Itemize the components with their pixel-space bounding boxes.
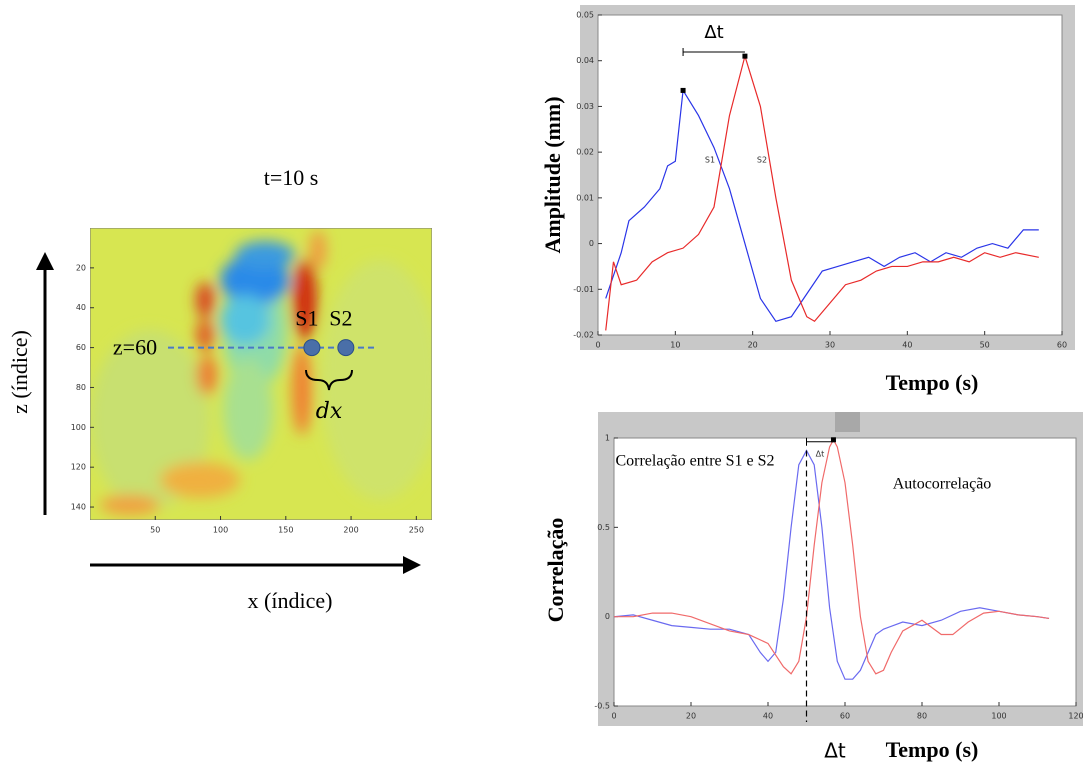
peak-marker: [742, 53, 748, 59]
x-tick-label: 250: [409, 526, 424, 535]
y-tick-label: 60: [76, 343, 86, 352]
chart-title: t=10 s: [264, 165, 319, 190]
y-tick-label: -0.5: [594, 702, 610, 711]
peak-marker: [830, 437, 836, 443]
sensor-label: S1: [295, 306, 318, 331]
y-tick-label: 0: [589, 239, 594, 248]
y-tick-label: 20: [76, 263, 86, 272]
y-tick-label: -0.01: [573, 285, 594, 294]
y-tick-label: 120: [71, 463, 86, 472]
y-tick-label: 0.5: [597, 523, 610, 532]
delta-label: Δt: [704, 22, 723, 43]
sensor-point: [337, 339, 355, 357]
delta-label: Δt: [816, 449, 825, 458]
heatmap-image: [90, 228, 432, 520]
x-tick-label: 60: [1057, 341, 1067, 350]
x-tick-label: 80: [917, 712, 927, 721]
x-tick-label: 200: [343, 526, 358, 535]
delta-bracket: [806, 437, 834, 446]
x-tick-label: 50: [150, 526, 160, 535]
x-tick-label: 150: [278, 526, 293, 535]
x-axis-label: x (índice): [248, 588, 333, 613]
x-tick-label: 0: [611, 712, 616, 721]
x-tick-label: 40: [763, 712, 773, 721]
x-tick-label: 20: [686, 712, 696, 721]
y-tick-label: 0.02: [576, 148, 594, 157]
y-tick-label: 0.01: [576, 193, 594, 202]
y-tick-label: 0: [605, 612, 610, 621]
series-label: Correlação entre S1 e S2: [615, 453, 774, 470]
x-axis-label: Tempo (s): [886, 370, 979, 395]
y-tick-label: 0.03: [576, 102, 594, 111]
y-tick-label: -0.02: [573, 331, 594, 340]
y-tick-label: 40: [76, 303, 86, 312]
series-line: [605, 53, 1039, 331]
y-axis-label: Correlação: [543, 518, 568, 623]
sensor-point: [303, 339, 321, 357]
x-tick-label: 40: [902, 341, 912, 350]
x-tick-label: 20: [748, 341, 758, 350]
x-tick-label: 100: [213, 526, 228, 535]
x-axis-label: Tempo (s): [886, 737, 979, 762]
x-tick-label: 10: [670, 341, 680, 350]
frame-tab: [835, 412, 860, 432]
dx-label: dx: [316, 399, 343, 424]
y-tick-label: 100: [71, 423, 86, 432]
y-axis-label: Amplitude (mm): [540, 96, 565, 253]
x-tick-label: 0: [595, 341, 600, 350]
peak-marker: [680, 87, 686, 93]
dx-brace: [305, 369, 353, 391]
y-tick-label: 80: [76, 383, 86, 392]
y-tick-label: 0.05: [576, 11, 594, 20]
x-tick-label: 120: [1068, 712, 1083, 721]
series-label: S2: [757, 156, 767, 165]
sensor-label: S2: [329, 306, 352, 331]
plot-area: [613, 437, 1077, 707]
series-label: Autocorrelação: [893, 476, 992, 493]
y-tick-label: 1: [605, 434, 610, 443]
series-label: S1: [705, 156, 715, 165]
delta-axis-label: Δt: [824, 739, 846, 763]
series-line: [613, 449, 1050, 680]
series-line: [614, 438, 1050, 675]
y-axis-label: z (índice): [7, 330, 32, 414]
x-tick-label: 100: [991, 712, 1006, 721]
series-line: [605, 88, 1039, 322]
y-tick-label: 0.04: [576, 56, 594, 65]
x-tick-label: 50: [980, 341, 990, 350]
z-line-label: z=60: [113, 335, 157, 360]
y-tick-label: 140: [71, 503, 86, 512]
x-tick-label: 30: [825, 341, 835, 350]
plot-area: [597, 14, 1063, 336]
delta-bracket: [682, 48, 745, 56]
x-tick-label: 60: [840, 712, 850, 721]
